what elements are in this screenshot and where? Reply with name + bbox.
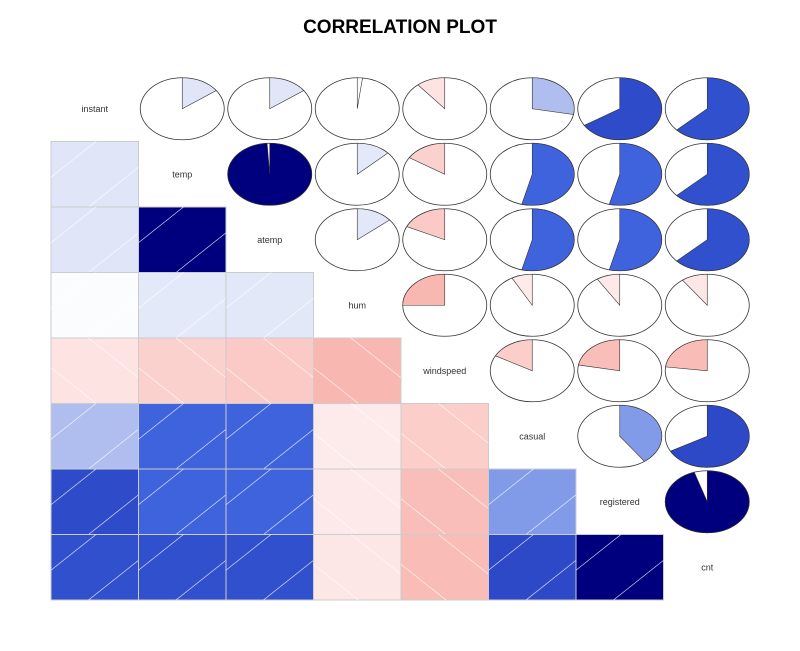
pie-cell-hum-registered xyxy=(577,273,663,337)
pie-cell-temp-atemp xyxy=(227,142,313,206)
pie-cell-instant-casual xyxy=(489,77,575,141)
shade-cell-atemp-temp xyxy=(138,206,227,273)
pie-cell-instant-registered xyxy=(577,77,663,141)
pie-cell-instant-temp xyxy=(139,77,225,141)
pie-slice-hum-registered xyxy=(596,273,621,307)
shade-cell-cnt-temp xyxy=(138,534,227,601)
shade-cell-cnt-registered xyxy=(575,534,664,601)
pie-cell-casual-registered xyxy=(577,404,663,468)
pie-slice-instant-atemp xyxy=(269,77,305,110)
pie-slice-atemp-casual xyxy=(521,208,575,272)
pie-slice-temp-hum xyxy=(356,142,389,175)
pie-cell-temp-cnt xyxy=(664,142,750,206)
pie-slice-atemp-cnt xyxy=(676,208,750,272)
diag-label-atemp: atemp xyxy=(257,235,282,245)
pie-cell-instant-hum xyxy=(314,77,400,141)
pie-slice-hum-casual xyxy=(511,273,533,307)
shade-cell-cnt-hum xyxy=(313,534,402,601)
diag-label-windspeed: windspeed xyxy=(422,366,466,376)
shade-cell-windspeed-hum xyxy=(313,337,402,404)
pie-cell-windspeed-cnt xyxy=(664,339,750,403)
shade-cell-cnt-casual xyxy=(488,534,577,601)
pie-cell-atemp-hum xyxy=(314,208,400,272)
shade-cell-casual-atemp xyxy=(225,403,314,470)
shade-cell-windspeed-temp xyxy=(138,337,227,404)
shade-cell-casual-hum xyxy=(313,403,402,470)
shade-cell-temp-instant xyxy=(50,141,139,208)
pie-cell-atemp-casual xyxy=(489,208,575,272)
pie-cell-atemp-windspeed xyxy=(402,208,488,272)
diag-label-temp: temp xyxy=(172,169,192,179)
shade-cell-hum-instant xyxy=(50,272,139,339)
pie-slice-instant-temp xyxy=(181,77,217,110)
shade-cell-cnt-windspeed xyxy=(400,534,489,601)
pie-cell-casual-cnt xyxy=(664,404,750,468)
pie-slice-atemp-windspeed xyxy=(406,208,446,241)
pie-slice-temp-cnt xyxy=(676,142,750,206)
shade-cell-registered-atemp xyxy=(225,468,314,535)
shade-cell-registered-casual xyxy=(488,468,577,535)
pie-slice-instant-hum xyxy=(356,77,363,109)
shade-cell-casual-instant xyxy=(50,403,139,470)
pie-cell-atemp-registered xyxy=(577,208,663,272)
pie-slice-temp-atemp xyxy=(227,142,312,206)
shade-cell-windspeed-instant xyxy=(50,337,139,404)
chart-title: CORRELATION PLOT xyxy=(303,17,497,38)
shade-cell-registered-hum xyxy=(313,468,402,535)
pie-cell-windspeed-registered xyxy=(577,339,663,403)
pie-cell-instant-windspeed xyxy=(402,77,488,141)
shade-cell-registered-windspeed xyxy=(400,468,489,535)
pie-cell-hum-cnt xyxy=(664,273,750,337)
pie-cell-temp-casual xyxy=(489,142,575,206)
shade-cell-casual-windspeed xyxy=(400,403,489,470)
diag-label-instant: instant xyxy=(81,104,108,114)
diag-label-registered: registered xyxy=(600,497,640,507)
diag-label-casual: casual xyxy=(519,431,545,441)
pie-slice-windspeed-registered xyxy=(578,339,621,372)
diag-label-cnt: cnt xyxy=(701,562,714,572)
pie-cell-instant-cnt xyxy=(664,77,750,141)
pie-slice-hum-cnt xyxy=(682,273,708,306)
pie-slice-casual-cnt xyxy=(669,404,750,468)
pie-slice-windspeed-casual xyxy=(494,339,533,372)
pie-slice-instant-cnt xyxy=(676,77,750,141)
pie-slice-instant-windspeed xyxy=(417,77,446,110)
shade-cell-hum-atemp xyxy=(225,272,314,339)
pie-slice-instant-casual xyxy=(531,77,575,115)
pie-slice-hum-windspeed xyxy=(402,273,446,306)
pie-cell-atemp-cnt xyxy=(664,208,750,272)
shade-cell-registered-instant xyxy=(50,468,139,535)
pie-slice-instant-registered xyxy=(583,77,662,141)
pie-slice-windspeed-cnt xyxy=(665,339,708,372)
pie-cell-hum-casual xyxy=(489,273,575,337)
shade-cell-cnt-atemp xyxy=(225,534,314,601)
pie-slice-atemp-hum xyxy=(356,208,391,241)
pie-slice-casual-registered xyxy=(619,404,662,462)
pie-cell-temp-registered xyxy=(577,142,663,206)
shade-cell-registered-temp xyxy=(138,468,227,535)
pie-cell-hum-windspeed xyxy=(402,273,488,337)
pie-cell-temp-windspeed xyxy=(402,142,488,206)
pie-slice-temp-windspeed xyxy=(408,142,446,175)
pie-cell-temp-hum xyxy=(314,142,400,206)
diag-label-hum: hum xyxy=(348,300,366,310)
pie-cell-registered-cnt xyxy=(664,470,750,534)
pie-cell-windspeed-casual xyxy=(489,339,575,403)
pie-slice-temp-registered xyxy=(608,142,662,206)
shade-cell-hum-temp xyxy=(138,272,227,339)
pie-slice-registered-cnt xyxy=(664,470,750,534)
pie-slice-temp-casual xyxy=(521,142,575,206)
pie-cell-instant-atemp xyxy=(227,77,313,141)
pie-slice-atemp-registered xyxy=(608,208,662,272)
